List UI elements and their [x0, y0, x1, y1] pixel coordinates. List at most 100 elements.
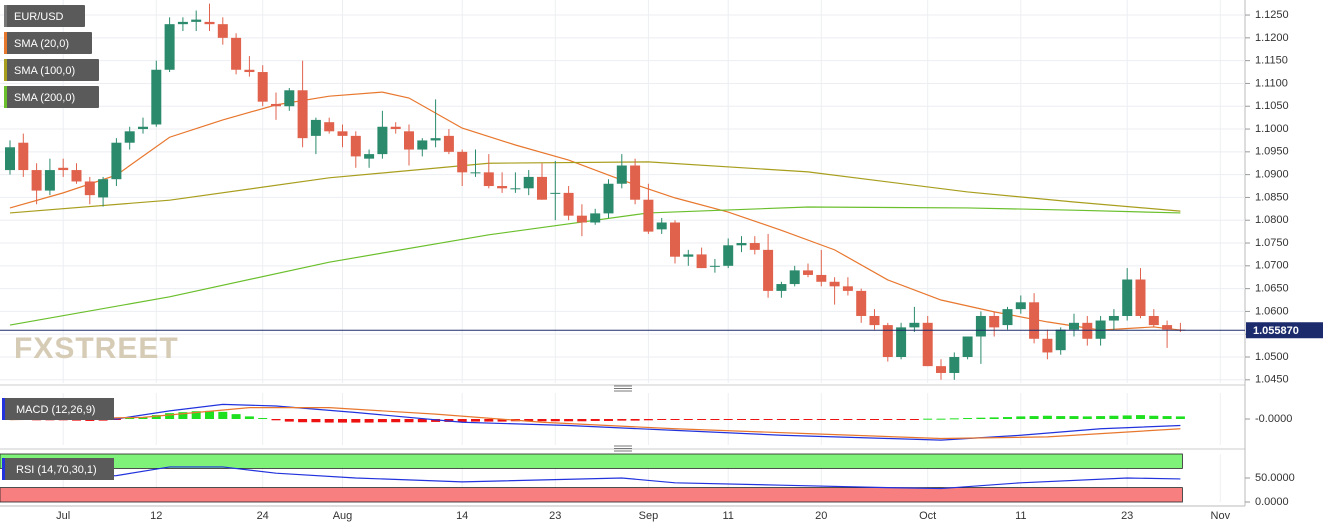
histogram-bar	[1082, 416, 1092, 419]
candle-body	[789, 270, 800, 285]
histogram-bar	[138, 417, 148, 419]
histogram-bar	[949, 418, 959, 420]
candle-body	[443, 135, 454, 152]
candle-body	[457, 151, 468, 173]
candle-body	[138, 126, 148, 130]
x-tick-label: Oct	[919, 510, 936, 522]
candle-body	[1042, 338, 1053, 353]
histogram-bar	[657, 419, 667, 420]
indicator-line	[9, 407, 1181, 440]
x-tick-label: 23	[549, 510, 561, 522]
candle-body	[1082, 322, 1093, 339]
candle-body	[749, 243, 760, 250]
candle-body	[563, 192, 574, 216]
histogram-bar	[1122, 415, 1132, 419]
y-tick-label: 1.0800	[1255, 214, 1289, 226]
histogram-bar	[484, 419, 494, 422]
y-tick-label: 1.1100	[1255, 77, 1288, 89]
histogram-bar	[497, 419, 507, 422]
legend-label: MACD (12,26,9)	[16, 404, 95, 416]
histogram-bar	[271, 419, 281, 421]
legend-box	[4, 86, 99, 108]
histogram-bar	[564, 419, 574, 422]
candle-body	[271, 103, 281, 107]
y-tick-label: 1.0750	[1255, 237, 1289, 249]
candle-body	[217, 24, 228, 38]
histogram-bar	[883, 419, 893, 420]
histogram-bar	[776, 419, 786, 420]
histogram-bar	[790, 419, 800, 420]
candle-body	[324, 122, 335, 132]
x-tick-label: 23	[1121, 510, 1133, 522]
histogram-bar	[604, 419, 613, 421]
histogram-bar	[191, 411, 201, 419]
legend-swatch	[4, 59, 7, 81]
candle-body	[537, 176, 547, 200]
candle-body	[1055, 329, 1066, 351]
histogram-bar	[404, 419, 414, 423]
y-tick-label: 1.1250	[1255, 9, 1289, 21]
oversold-band	[0, 487, 1183, 503]
histogram-bar	[1042, 415, 1052, 419]
histogram-bar	[1016, 416, 1026, 419]
legend-box	[4, 59, 99, 81]
histogram-bar	[1096, 416, 1106, 419]
histogram-bar	[936, 418, 946, 420]
candle-body	[896, 327, 907, 358]
candle-body	[18, 142, 29, 171]
y-tick-label: 1.0700	[1255, 260, 1289, 272]
candle-body	[124, 131, 135, 143]
candle-body	[1148, 315, 1159, 326]
x-tick-label: 20	[815, 510, 827, 522]
candle-body	[5, 147, 15, 171]
histogram-bar	[537, 419, 547, 422]
candle-body	[84, 181, 95, 196]
y-tick-label: 1.0450	[1255, 374, 1289, 386]
y-tick-label: 1.0950	[1255, 146, 1289, 158]
histogram-bar	[723, 419, 733, 420]
candle-body	[949, 357, 960, 373]
histogram-bar	[471, 419, 480, 422]
candle-body	[204, 21, 215, 25]
x-tick-label: 12	[150, 510, 162, 522]
histogram-bar	[244, 416, 254, 419]
candle-body	[856, 290, 867, 316]
histogram-bar	[351, 419, 361, 423]
histogram-bar	[896, 419, 906, 420]
legend-swatch	[4, 86, 7, 108]
candle-body	[869, 315, 880, 326]
histogram-bar	[1069, 416, 1079, 419]
x-tick-label: 11	[1015, 510, 1026, 522]
x-tick-label: 24	[257, 510, 269, 522]
candle-body	[164, 24, 175, 70]
legend-label: EUR/USD	[14, 11, 64, 23]
histogram-bar	[258, 418, 268, 420]
candle-body	[98, 179, 109, 198]
histogram-bar	[856, 419, 866, 420]
drag-handle[interactable]	[614, 385, 632, 392]
x-tick-label: Jul	[56, 510, 70, 522]
candle-body	[284, 90, 295, 107]
candle-body	[364, 154, 375, 159]
histogram-bar	[830, 419, 840, 420]
candle-body	[962, 336, 973, 358]
candle-body	[630, 165, 641, 200]
histogram-bar	[763, 419, 773, 420]
histogram-bar	[670, 419, 680, 420]
drag-handle[interactable]	[614, 445, 632, 452]
candle-body	[510, 188, 521, 190]
y-tick-label: 50.0000	[1255, 472, 1295, 484]
candle-body	[244, 69, 255, 73]
y-tick-label: 1.1150	[1255, 55, 1288, 67]
legend-label: SMA (100,0)	[14, 65, 75, 77]
histogram-bar	[697, 419, 707, 420]
histogram-bar	[683, 419, 693, 420]
histogram-bar	[524, 419, 534, 422]
histogram-bar	[178, 412, 188, 419]
candle-body	[590, 213, 601, 223]
candle-body	[417, 140, 428, 150]
histogram-bar	[284, 419, 294, 422]
histogram-bar	[218, 411, 228, 419]
